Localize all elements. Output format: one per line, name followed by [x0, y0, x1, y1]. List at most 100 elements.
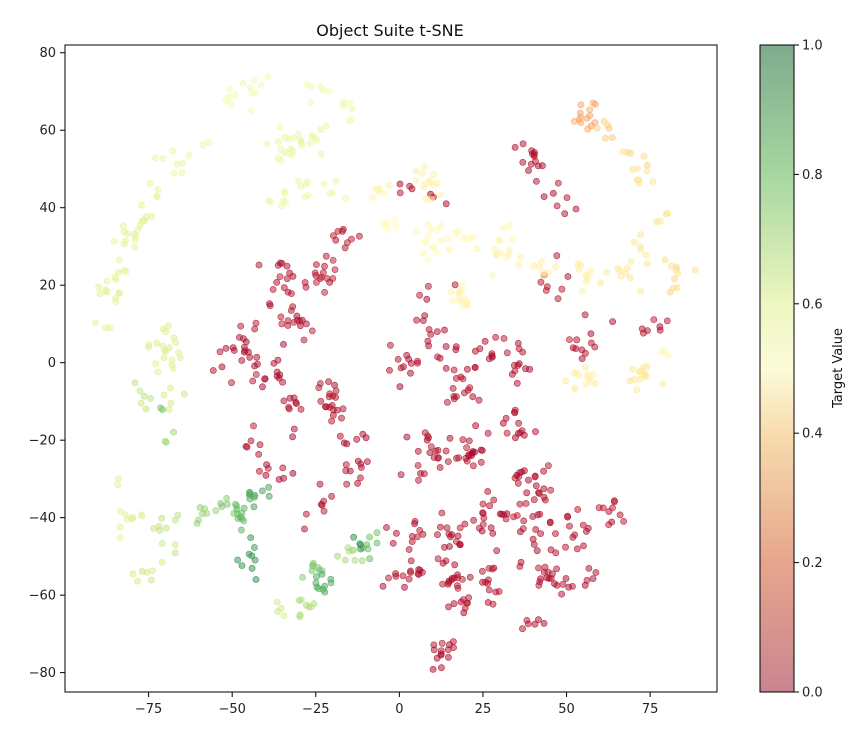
scatter-point	[427, 176, 434, 184]
scatter-point	[405, 546, 413, 553]
scatter-point	[641, 371, 649, 379]
scatter-point	[582, 349, 589, 357]
scatter-point	[115, 475, 123, 483]
scatter-point	[546, 518, 554, 526]
scatter-point	[276, 273, 284, 280]
scatter-point	[531, 472, 539, 480]
scatter-point	[534, 511, 542, 519]
scatter-point	[392, 570, 399, 578]
scatter-point	[283, 275, 291, 283]
scatter-point	[438, 509, 446, 517]
scatter-point	[566, 522, 573, 530]
scatter-point	[517, 253, 524, 261]
scatter-point	[500, 511, 508, 518]
scatter-point	[138, 511, 145, 519]
scatter-point	[477, 458, 485, 466]
scatter-point	[185, 151, 193, 159]
scatter-point	[515, 345, 523, 353]
scatter-point	[442, 447, 450, 455]
scatter-point	[315, 585, 322, 592]
scatter-point	[421, 312, 429, 319]
scatter-point	[357, 464, 365, 471]
scatter-point	[328, 417, 335, 425]
scatter-point	[572, 205, 580, 213]
scatter-point	[341, 244, 349, 252]
chart-title: Object Suite t-SNE	[316, 21, 463, 40]
scatter-point	[178, 169, 186, 177]
scatter-point	[131, 379, 139, 387]
y-tick-label: −20	[29, 434, 56, 449]
scatter-point	[392, 222, 400, 230]
scatter-point	[500, 335, 508, 342]
scatter-point	[502, 414, 510, 422]
scatter-point	[248, 564, 256, 572]
scatter-point	[503, 349, 511, 357]
scatter-point	[448, 297, 456, 305]
scatter-point	[511, 409, 519, 417]
scatter-point	[519, 525, 527, 533]
scatter-point	[553, 202, 561, 210]
scatter-point	[147, 394, 155, 402]
scatter-point	[307, 603, 315, 611]
scatter-point	[415, 476, 422, 484]
scatter-point	[312, 573, 320, 581]
scatter-point	[593, 124, 601, 132]
scatter-point	[383, 524, 390, 531]
scatter-point	[407, 557, 415, 565]
scatter-point	[103, 288, 111, 296]
y-axis: −80 −60 −40 −20 0 20 40 60 80	[29, 46, 65, 681]
scatter-point	[489, 600, 497, 608]
scatter-point	[122, 268, 130, 275]
scatter-point	[112, 276, 120, 283]
scatter-point	[238, 357, 246, 364]
scatter-point	[439, 559, 447, 567]
scatter-point	[151, 154, 159, 162]
scatter-point	[413, 227, 420, 235]
scatter-point	[479, 500, 487, 508]
scatter-point	[252, 90, 259, 97]
scatter-point	[451, 561, 459, 569]
scatter-point	[642, 251, 650, 259]
scatter-point	[321, 288, 328, 296]
scatter-point	[495, 588, 503, 595]
scatter-point	[477, 446, 485, 454]
scatter-point	[252, 576, 260, 583]
scatter-point	[461, 520, 469, 528]
scatter-point	[527, 160, 535, 168]
scatter-point	[450, 600, 458, 608]
scatter-point	[522, 365, 529, 373]
scatter-point	[384, 226, 392, 234]
scatter-point	[312, 579, 320, 587]
scatter-point	[512, 434, 519, 442]
scatter-point	[542, 496, 549, 504]
scatter-point	[373, 529, 381, 537]
scatter-point	[549, 570, 556, 578]
scatter-point	[468, 449, 476, 457]
scatter-point	[412, 176, 420, 184]
scatter-point	[343, 440, 351, 448]
scatter-point	[640, 152, 648, 160]
scatter-point	[250, 76, 258, 84]
scatter-point	[522, 500, 530, 507]
scatter-point	[608, 518, 616, 526]
scatter-point	[587, 122, 595, 130]
scatter-point	[454, 296, 462, 304]
scatter-point	[95, 283, 103, 291]
scatter-point	[515, 360, 523, 368]
scatter-point	[321, 582, 328, 590]
scatter-point	[577, 113, 585, 121]
scatter-point	[116, 534, 124, 542]
scatter-point	[298, 141, 306, 149]
scatter-point	[434, 531, 441, 538]
scatter-point	[134, 226, 142, 234]
scatter-point	[373, 539, 381, 547]
scatter-point	[278, 202, 286, 209]
scatter-point	[379, 582, 387, 590]
scatter-point	[547, 546, 555, 554]
scatter-point	[572, 345, 580, 352]
scatter-point	[297, 405, 305, 413]
plot-area: −75 −50 −25 0 25 50 75 −80 −60 −40 −20 0 20 40 60 80	[29, 44, 718, 717]
scatter-point	[429, 243, 437, 251]
scatter-point	[339, 102, 347, 110]
scatter-point	[513, 512, 521, 519]
